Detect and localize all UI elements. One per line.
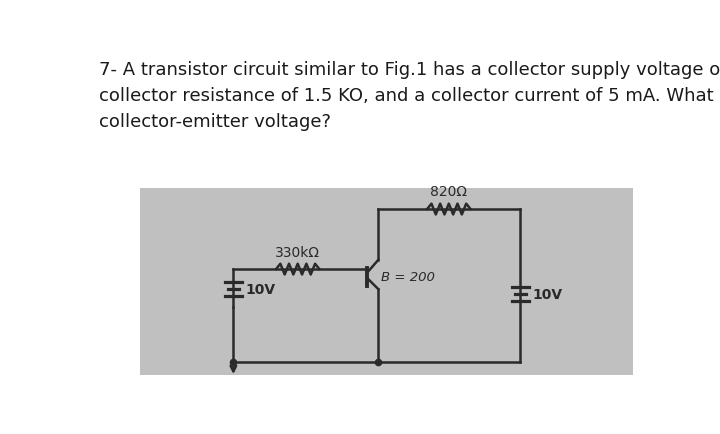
Text: 7- A transistor circuit similar to Fig.1 has a collector supply voltage of 20 V,: 7- A transistor circuit similar to Fig.1…: [99, 61, 720, 131]
Bar: [140, 189, 632, 375]
Text: 10V: 10V: [533, 287, 562, 301]
Text: 330kΩ: 330kΩ: [275, 246, 320, 260]
Text: B = 200: B = 200: [382, 271, 436, 284]
Text: 10V: 10V: [246, 283, 276, 296]
Text: 820Ω: 820Ω: [431, 185, 467, 199]
